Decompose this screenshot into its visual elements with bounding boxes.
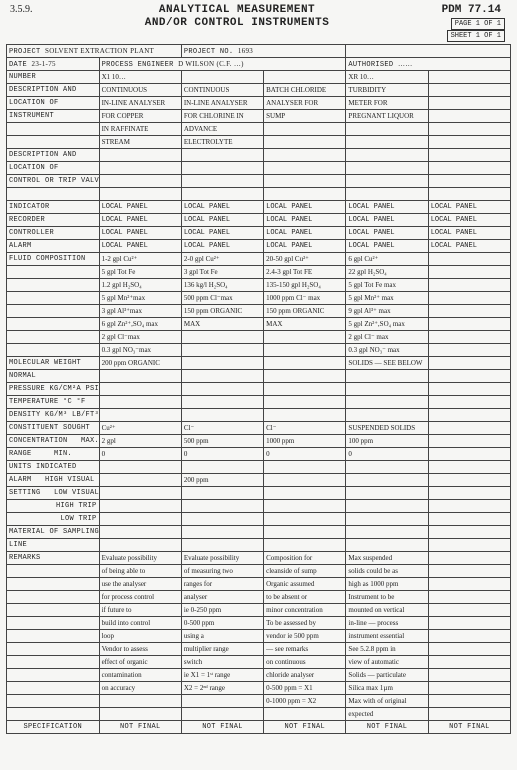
- form-table: PROJECT SOLVENT EXTRACTION PLANT PROJECT…: [6, 44, 511, 734]
- pdm-code: PDM 77.14: [442, 4, 511, 16]
- alarm-hv-lbl: ALARM HIGH VISUAL: [7, 474, 100, 487]
- form-title: ANALYTICAL MEASUREMENT AND/OR CONTROL IN…: [33, 4, 442, 30]
- sheet-box: SHEET 1 OF 1: [447, 30, 505, 42]
- temp-lbl: TEMPERATURE °C °F: [7, 396, 100, 409]
- dens-lbl: DENSITY kg/m³ lb/ft³: [7, 409, 100, 422]
- projno-cell: PROJECT No. 1693: [181, 45, 346, 58]
- alarm-lt-lbl: LOW TRIP: [7, 513, 100, 526]
- alarm-lv-lbl: SETTING LOW VISUAL: [7, 487, 100, 500]
- col1-num: X1 10…: [99, 71, 181, 84]
- nf4: NOT FINAL: [346, 721, 428, 734]
- fluid-lbl: FLUID COMPOSITION: [7, 253, 100, 266]
- remarks-lbl: REMARKS: [7, 552, 100, 565]
- loc-of2-lbl: LOCATION OF: [7, 162, 100, 175]
- ctrl-trip-lbl: CONTROL OR TRIP VALVE: [7, 175, 100, 188]
- desc-and2-lbl: DESCRIPTION AND: [7, 149, 100, 162]
- c3-desc: BATCH CHLORIDE: [264, 84, 346, 97]
- nf1: NOT FINAL: [99, 721, 181, 734]
- line-lbl: LINE: [7, 539, 100, 552]
- recorder-lbl: RECORDER: [7, 214, 100, 227]
- indicator-lbl: INDICATOR: [7, 201, 100, 214]
- sampling-lbl: MATERIAL OF SAMPLING: [7, 526, 100, 539]
- conc-min-lbl: RANGE MIN.: [7, 448, 100, 461]
- mol-lbl: MOLECULAR WEIGHT: [7, 357, 100, 370]
- date-cell: DATE 23-1-75: [7, 58, 100, 71]
- pe-cell: PROCESS ENGINEER D WILSON (c.f. …): [99, 58, 346, 71]
- nf3: NOT FINAL: [264, 721, 346, 734]
- page-box: PAGE 1 OF 1: [451, 18, 505, 30]
- auth-cell: AUTHORISED ……: [346, 58, 511, 71]
- alarm-lbl: ALARM: [7, 240, 100, 253]
- nf5: NOT FINAL: [428, 721, 510, 734]
- c2-desc: CONTINUOUS: [181, 84, 263, 97]
- const-lbl: CONSTITUENT SOUGHT: [7, 422, 100, 435]
- alarm-ht-lbl: HIGH TRIP: [7, 500, 100, 513]
- nf2: NOT FINAL: [181, 721, 263, 734]
- c4-desc: TURBIDITY: [346, 84, 428, 97]
- project-cell: PROJECT SOLVENT EXTRACTION PLANT: [7, 45, 182, 58]
- spec-lbl: SPECIFICATION: [7, 721, 100, 734]
- conc-max-lbl: CONCENTRATION MAX.: [7, 435, 100, 448]
- number-lbl: NUMBER: [7, 71, 100, 84]
- loc-of-lbl: LOCATION OF: [7, 97, 100, 110]
- units-lbl: UNITS INDICATED: [7, 461, 100, 474]
- normal-lbl: NORMAL: [7, 370, 100, 383]
- c1-desc: CONTINUOUS: [99, 84, 181, 97]
- desc-and-lbl: DESCRIPTION AND: [7, 84, 100, 97]
- col4-num: XR 10…: [346, 71, 428, 84]
- press-lbl: PRESSURE kg/cm²a psia: [7, 383, 100, 396]
- corner-ref: 3.5.9.: [6, 4, 33, 15]
- instrument-lbl: INSTRUMENT: [7, 110, 100, 123]
- controller-lbl: CONTROLLER: [7, 227, 100, 240]
